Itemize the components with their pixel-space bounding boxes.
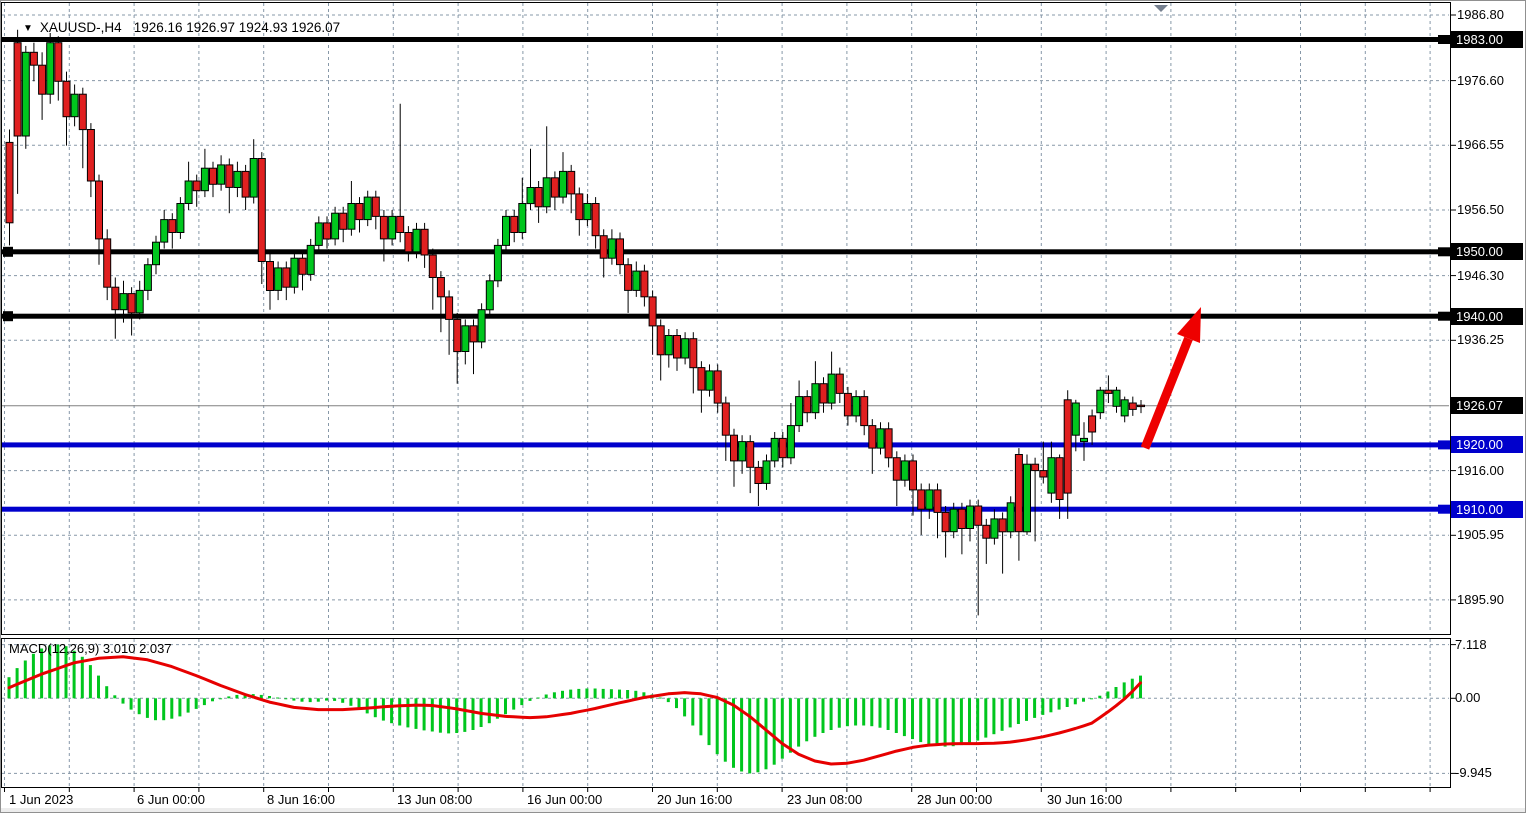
symbol-dropdown-icon[interactable]: ▼ (23, 23, 33, 34)
shift-marker-icon[interactable] (1154, 5, 1168, 12)
ohlc-values: 1926.16 1926.97 1924.93 1926.07 (133, 20, 341, 35)
hline-1950 (2, 249, 1450, 255)
time-tick-label: 16 Jun 00:00 (527, 792, 603, 807)
price-line-badge: 1910.00 (1451, 501, 1523, 518)
price-tick-label: 1946.30 (1457, 268, 1504, 283)
time-tick-label: 1 Jun 2023 (9, 792, 74, 807)
hline-1910 (2, 506, 1450, 512)
macd-tick-label: 0.00 (1455, 690, 1481, 705)
price-line-badge: 1920.00 (1451, 436, 1523, 453)
price-tick-label: 1956.50 (1457, 202, 1504, 217)
price-tick-label: 1916.00 (1457, 463, 1504, 478)
macd-indicator-label: MACD(12,26,9) 3.010 2.037 (9, 641, 172, 656)
price-line-badge: 1940.00 (1451, 308, 1523, 325)
time-tick-label: 23 Jun 08:00 (787, 792, 863, 807)
hline-1940 (2, 313, 1450, 319)
symbol-period-label: XAUUSD-,H4 (39, 20, 122, 35)
macd-signal-line (7, 655, 1142, 766)
price-tick-label: 1936.25 (1457, 332, 1504, 347)
current-price-badge: 1926.07 (1451, 397, 1523, 414)
time-tick-label: 30 Jun 16:00 (1047, 792, 1123, 807)
hline-1983 (2, 37, 1450, 42)
time-tick-label: 28 Jun 00:00 (917, 792, 993, 807)
time-tick-label: 13 Jun 08:00 (397, 792, 473, 807)
time-tick-label: 6 Jun 00:00 (137, 792, 205, 807)
pane-frames (1, 2, 1456, 792)
candlestick-series (5, 29, 1145, 616)
macd-tick-label: 7.118 (1455, 637, 1487, 652)
price-tick-label: 1895.90 (1457, 592, 1504, 607)
price-line-badge: 1983.00 (1451, 31, 1523, 48)
price-tick-label: 1966.55 (1457, 137, 1504, 152)
macd-histogram (7, 644, 1142, 774)
price-tick-label: 1976.60 (1457, 73, 1504, 88)
time-tick-label: 20 Jun 16:00 (657, 792, 733, 807)
time-tick-label: 8 Jun 16:00 (267, 792, 335, 807)
price-tick-label: 1905.95 (1457, 527, 1504, 542)
price-line-badge: 1950.00 (1451, 243, 1523, 260)
chart-title: ▼ XAUUSD-,H4 1926.16 1926.97 1924.93 1926.… (8, 5, 340, 50)
trend-arrow[interactable] (1140, 307, 1201, 450)
price-tick-label: 1986.80 (1457, 7, 1504, 22)
grid (2, 3, 1449, 787)
window-bottom-edge (1, 808, 1525, 812)
macd-tick-label: -9.945 (1455, 765, 1492, 780)
